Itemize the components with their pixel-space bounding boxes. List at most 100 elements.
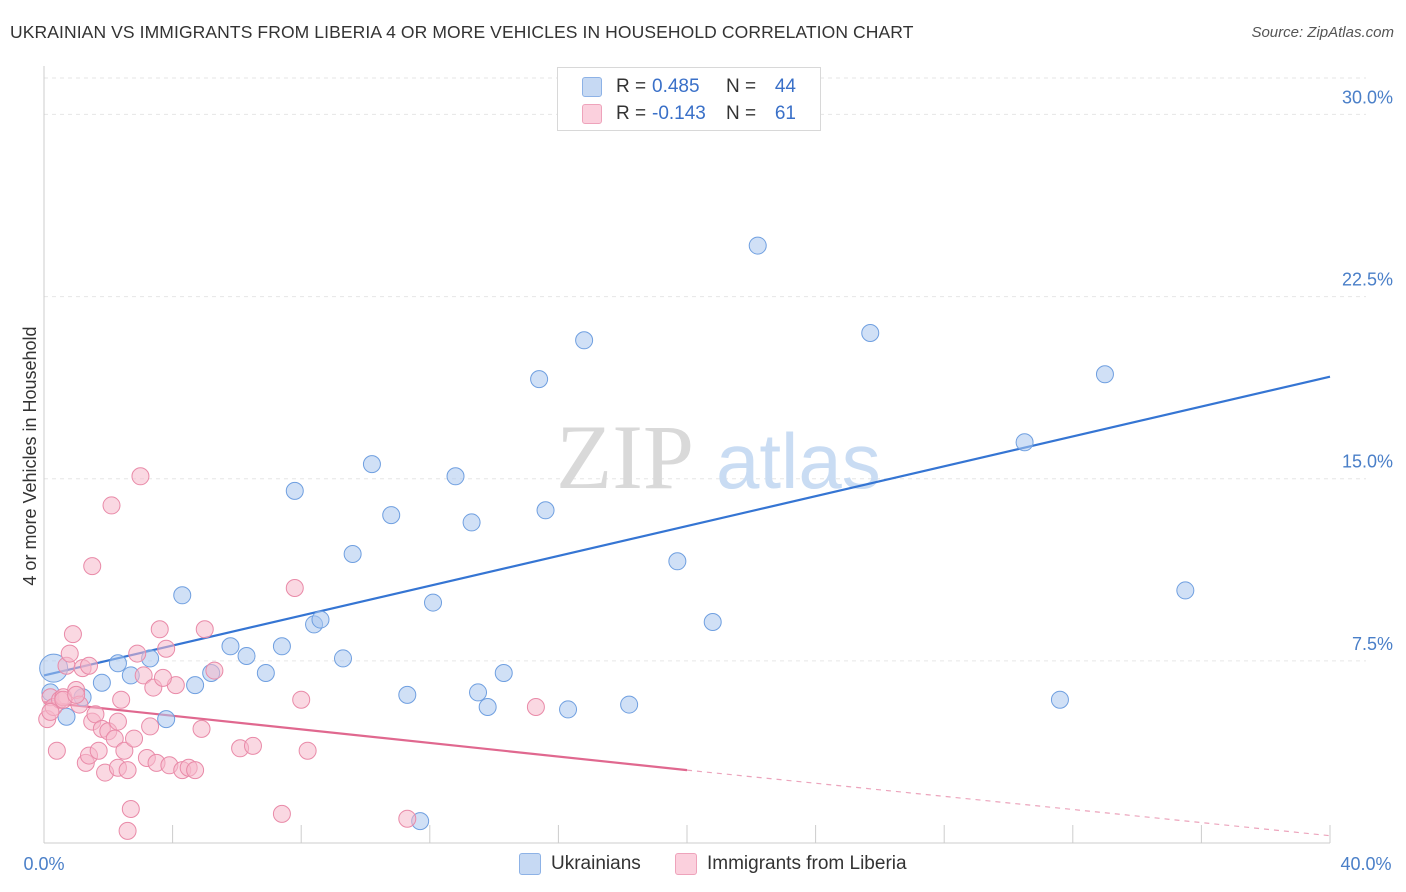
data-point-liberia [134, 666, 153, 685]
data-point-liberia [298, 741, 317, 760]
data-point-ukrainians [861, 324, 880, 342]
data-point-ukrainians [469, 683, 488, 702]
data-point-ukrainians [272, 637, 291, 656]
data-point-ukrainians [1176, 581, 1195, 600]
data-point-liberia [243, 736, 262, 755]
data-point-liberia [526, 698, 545, 716]
data-point-liberia [108, 712, 127, 731]
data-point-ukrainians [530, 370, 549, 389]
data-point-ukrainians [362, 455, 381, 474]
data-point-ukrainians [221, 637, 240, 656]
data-point-ukrainians [559, 700, 578, 719]
data-point-liberia [192, 719, 211, 738]
data-point-ukrainians [536, 501, 555, 520]
data-point-liberia [131, 467, 150, 486]
data-point-ukrainians [92, 673, 111, 692]
bottom-legend-swatch-ukrainians [519, 853, 541, 875]
data-point-ukrainians [620, 695, 639, 714]
data-point-liberia [272, 804, 291, 823]
bottom-legend-ukrainians[interactable]: Ukrainians [519, 852, 641, 876]
chart-title: UKRAINIAN VS IMMIGRANTS FROM LIBERIA 4 O… [10, 22, 914, 42]
data-point-liberia [63, 625, 82, 644]
data-point-ukrainians [343, 545, 362, 563]
data-point-ukrainians [462, 513, 481, 532]
data-point-ukrainians [237, 647, 256, 665]
data-point-liberia [157, 639, 176, 658]
legend-row-liberia: R = -0.143 N = 61 [582, 103, 796, 125]
watermark: ZIP atlas [556, 406, 881, 508]
data-point-ukrainians [173, 586, 192, 605]
data-point-liberia [141, 717, 160, 736]
data-point-liberia [292, 690, 311, 709]
x-tick-label-max: 40.0% [1340, 854, 1391, 874]
legend-n-label: N = [726, 76, 757, 97]
trend-line-liberia [43, 701, 688, 772]
y-tick-label: 22.5% [1342, 270, 1393, 290]
data-point-ukrainians [748, 236, 767, 255]
bottom-legend-label-liberia: Immigrants from Liberia [707, 853, 907, 874]
data-point-ukrainians [494, 664, 513, 682]
data-point-liberia [83, 557, 102, 576]
data-point-liberia [150, 620, 169, 639]
bottom-legend-liberia[interactable]: Immigrants from Liberia [675, 852, 907, 876]
bottom-legend-label-ukrainians: Ukrainians [551, 853, 641, 874]
data-point-liberia [60, 644, 79, 663]
y-tick-label: 7.5% [1352, 634, 1393, 654]
trend-lines [43, 375, 1331, 837]
tick-labels: 7.5% 15.0% 22.5% 30.0% 0.0% 40.0% [23, 87, 1393, 874]
legend-row-ukrainians: R = 0.485 N = 44 [582, 76, 796, 98]
data-point-liberia [121, 800, 140, 818]
data-point-liberia [125, 729, 144, 748]
legend-r-label: R = [616, 76, 647, 97]
y-axis-label: 4 or more Vehicles in Household [20, 326, 40, 585]
data-point-ukrainians [424, 593, 443, 612]
data-point-liberia [115, 741, 134, 760]
data-point-liberia [118, 821, 137, 840]
data-point-ukrainians [108, 654, 127, 673]
data-point-liberia [186, 761, 205, 780]
correlation-legend: R = 0.485 N = 44 R = -0.143 N = 61 [557, 67, 821, 131]
data-point-ukrainians [186, 676, 205, 695]
legend-n-value: 44 [774, 76, 796, 97]
data-point-ukrainians [382, 506, 401, 525]
grid-lines [44, 77, 1366, 662]
data-point-ukrainians [333, 649, 352, 668]
legend-swatch-liberia [582, 104, 602, 124]
trend-line-liberia-extrapolated [686, 769, 1331, 837]
data-point-liberia [112, 690, 131, 709]
legend-r-label: R = [616, 103, 647, 124]
data-point-liberia [102, 496, 121, 515]
data-point-ukrainians [285, 481, 304, 500]
data-point-liberia [118, 761, 137, 780]
legend-swatch-ukrainians [582, 77, 602, 97]
data-point-liberia [89, 741, 108, 760]
data-point-liberia [195, 620, 214, 639]
y-tick-label: 15.0% [1342, 452, 1393, 472]
legend-r-value: 0.485 [652, 76, 700, 97]
data-point-ukrainians [446, 467, 465, 486]
legend-r-value: -0.143 [652, 103, 706, 124]
data-point-ukrainians [1095, 365, 1114, 384]
data-point-liberia [105, 729, 124, 748]
source-label: Source: ZipAtlas.com [1251, 24, 1394, 41]
watermark-atlas: atlas [716, 417, 881, 505]
x-tick-label-min: 0.0% [23, 854, 64, 874]
y-tick-label: 30.0% [1342, 87, 1393, 107]
data-point-ukrainians [398, 685, 417, 704]
data-point-liberia [285, 579, 304, 597]
data-point-ukrainians [256, 664, 275, 682]
legend-n-label: N = [726, 103, 757, 124]
data-point-liberia [205, 661, 224, 680]
data-points [38, 236, 1195, 840]
data-point-ukrainians [157, 710, 176, 729]
data-point-ukrainians [668, 552, 687, 571]
data-point-liberia [41, 702, 60, 721]
bottom-legend-swatch-liberia [675, 853, 697, 875]
data-point-ukrainians [575, 331, 594, 350]
data-point-ukrainians [1050, 690, 1069, 709]
data-point-ukrainians [311, 610, 330, 629]
data-point-liberia [398, 809, 417, 828]
trend-line-ukrainians [43, 375, 1331, 677]
data-point-ukrainians [703, 613, 722, 631]
